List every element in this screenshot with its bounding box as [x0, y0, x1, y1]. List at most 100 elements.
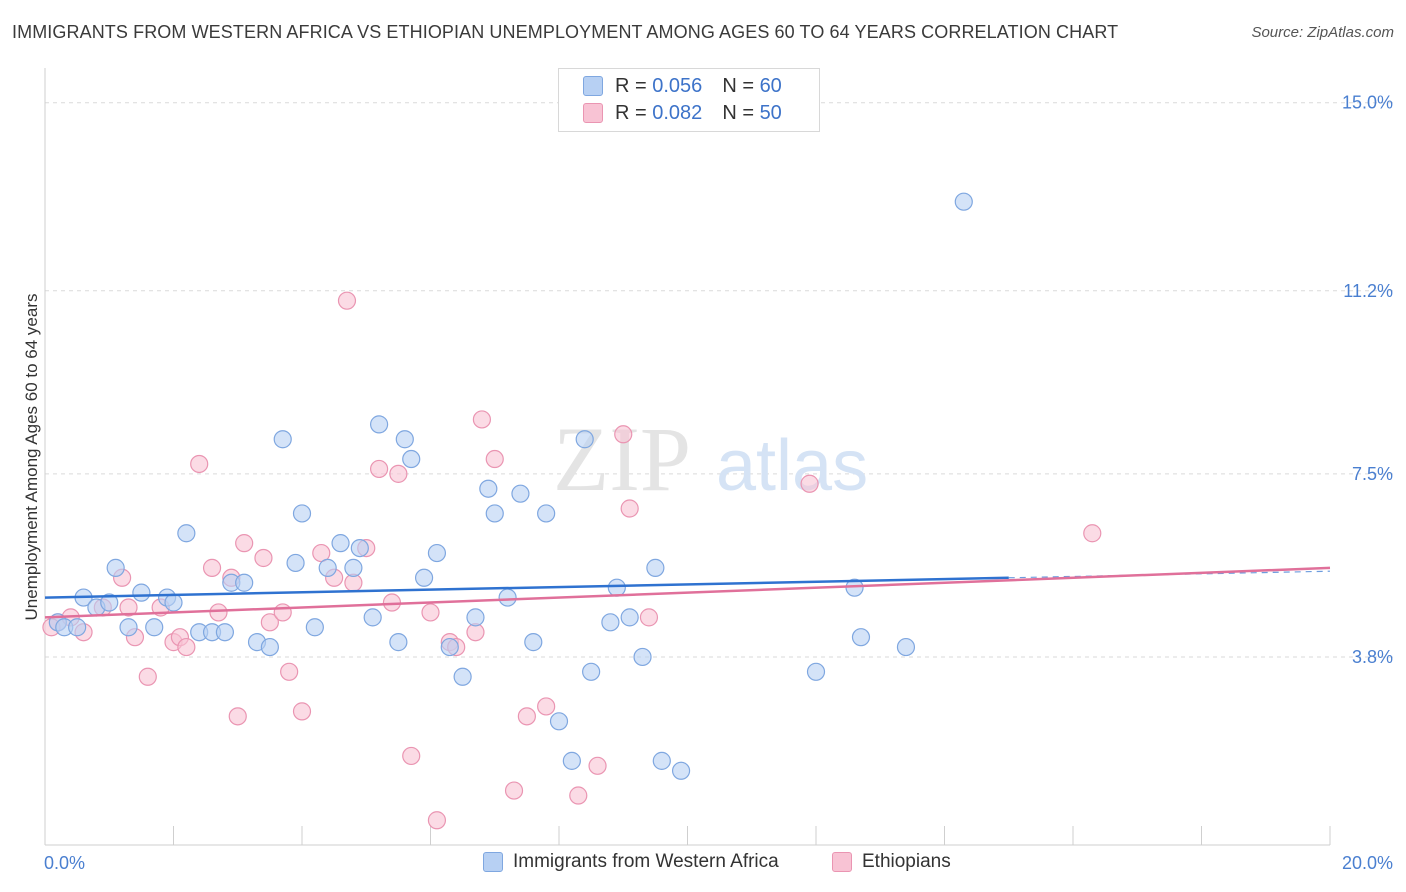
bottom-legend-western-africa: Immigrants from Western Africa: [483, 851, 779, 873]
point-ethiopians: [260, 613, 279, 632]
chart-title: IMMIGRANTS FROM WESTERN AFRICA VS ETHIOP…: [12, 22, 1119, 42]
point-western-africa: [414, 568, 434, 587]
point-western-africa: [479, 479, 498, 498]
source-credit: Source: ZipAtlas.com: [1251, 24, 1394, 41]
legend-row-western-africa: R = 0.056 N = 60: [583, 73, 782, 99]
point-western-africa: [896, 637, 916, 657]
point-ethiopians: [138, 667, 157, 686]
trendline-western-africa-extension: [1008, 570, 1331, 579]
point-western-africa: [427, 543, 447, 563]
point-western-africa: [954, 192, 973, 211]
point-ethiopians: [292, 702, 312, 721]
point-western-africa: [215, 623, 234, 642]
legend-label-western-africa: Immigrants from Western Africa: [513, 851, 779, 872]
point-western-africa: [601, 613, 620, 632]
r-label: R =: [615, 74, 647, 97]
point-ethiopians: [177, 637, 196, 657]
point-ethiopians: [254, 548, 273, 568]
point-western-africa: [466, 608, 485, 627]
trendline-ethiopians: [44, 566, 1331, 619]
point-ethiopians: [119, 598, 138, 617]
point-ethiopians: [517, 707, 536, 726]
point-western-africa: [633, 647, 652, 667]
point-western-africa: [344, 558, 363, 577]
point-western-africa: [620, 608, 639, 627]
point-western-africa: [851, 628, 871, 647]
point-ethiopians: [504, 781, 524, 800]
point-ethiopians: [202, 558, 222, 577]
legend-swatch-blue: [483, 852, 503, 872]
point-western-africa: [260, 637, 279, 657]
point-western-africa: [350, 538, 369, 558]
y-tick-label: 11.2%: [1343, 281, 1393, 301]
point-ethiopians: [370, 459, 389, 479]
point-western-africa: [370, 415, 389, 434]
point-ethiopians: [427, 811, 447, 830]
series-ethiopians: [42, 291, 1102, 830]
point-western-africa: [286, 553, 305, 573]
watermark: ZIP atlas: [553, 408, 868, 510]
point-western-africa: [132, 583, 151, 602]
point-ethiopians: [614, 425, 633, 444]
point-western-africa: [582, 662, 601, 681]
point-western-africa: [273, 430, 292, 449]
point-western-africa: [485, 504, 504, 523]
point-western-africa: [562, 751, 581, 770]
point-ethiopians: [569, 786, 588, 805]
legend-row-ethiopians: R = 0.082 N = 50: [583, 100, 782, 126]
n-value-ethiopians: 50: [759, 101, 782, 124]
x-tick-label: 0.0%: [44, 853, 85, 873]
n-label: N =: [722, 74, 754, 97]
tick-labels: 3.8% 7.5% 11.2% 15.0% 0.0% 20.0%: [44, 93, 1393, 873]
y-axis-label: Unemployment Among Ages 60 to 64 years: [22, 294, 41, 621]
point-western-africa: [235, 573, 254, 592]
point-western-africa: [453, 667, 472, 686]
point-western-africa: [511, 484, 530, 503]
series-western-africa: [48, 192, 973, 780]
point-ethiopians: [800, 474, 819, 493]
point-western-africa: [806, 662, 826, 681]
legend-swatch-blue: [583, 76, 603, 96]
y-tick-label: 3.8%: [1352, 647, 1393, 667]
point-ethiopians: [389, 464, 408, 483]
point-western-africa: [177, 524, 196, 543]
point-ethiopians: [485, 449, 504, 469]
point-ethiopians: [1083, 524, 1102, 543]
point-western-africa: [331, 534, 350, 553]
point-western-africa: [164, 593, 183, 612]
point-western-africa: [305, 618, 324, 637]
y-tick-label: 7.5%: [1352, 464, 1393, 484]
trendlines: [44, 566, 1331, 619]
point-western-africa: [318, 558, 337, 577]
y-tick-label: 15.0%: [1342, 93, 1393, 113]
point-ethiopians: [588, 756, 607, 775]
point-ethiopians: [235, 534, 254, 553]
point-western-africa: [68, 618, 87, 637]
point-western-africa: [575, 430, 594, 449]
point-western-africa: [549, 712, 569, 731]
legend-swatch-pink: [832, 852, 852, 872]
point-western-africa: [145, 618, 164, 637]
axes: [44, 68, 1331, 846]
point-western-africa: [498, 588, 517, 607]
point-western-africa: [524, 633, 543, 652]
n-value-western-africa: 60: [759, 74, 782, 97]
r-label: R =: [615, 101, 647, 124]
point-western-africa: [100, 593, 119, 612]
watermark-atlas: atlas: [716, 426, 868, 506]
n-label: N =: [722, 101, 754, 124]
r-value-western-africa: 0.056: [652, 74, 703, 97]
point-ethiopians: [273, 603, 292, 622]
point-western-africa: [440, 637, 459, 657]
point-ethiopians: [537, 697, 556, 716]
trendline-western-africa: [44, 576, 1009, 599]
point-ethiopians: [402, 746, 421, 766]
point-ethiopians: [337, 291, 357, 310]
point-western-africa: [607, 578, 626, 597]
point-western-africa: [646, 558, 665, 577]
point-ethiopians: [639, 608, 659, 627]
point-western-africa: [402, 449, 421, 469]
bottom-legend-ethiopians: Ethiopians: [832, 851, 951, 873]
point-ethiopians: [421, 603, 440, 622]
